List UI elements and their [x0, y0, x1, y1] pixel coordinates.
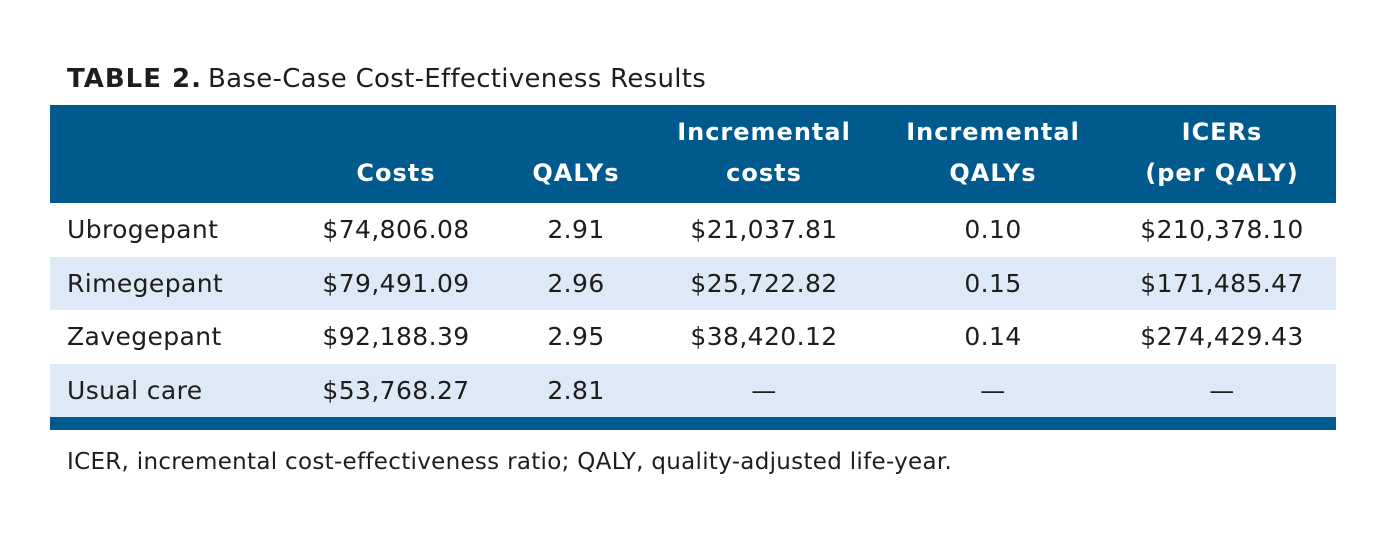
cell-qalys: 2.91	[547, 215, 605, 245]
cell-qalys: 2.95	[547, 322, 605, 352]
cell-icer: $274,429.43	[1140, 322, 1304, 352]
row-treatment-name: Rimegepant	[67, 268, 224, 298]
row-treatment-name: Ubrogepant	[67, 215, 219, 245]
cell-incremental-costs: $21,037.81	[690, 215, 838, 245]
header-line: ICERs	[1181, 118, 1263, 146]
header-qalys: QALYs	[502, 105, 650, 203]
table-header-row: Costs QALYs Incremental costs Incrementa…	[50, 105, 1336, 203]
header-line: Incremental	[906, 118, 1080, 146]
row-treatment-name: Usual care	[67, 375, 203, 405]
cell-incremental-costs: $38,420.12	[690, 322, 838, 352]
cell-icer: —	[1209, 375, 1235, 405]
header-line: QALYs	[532, 159, 620, 187]
header-line: Costs	[356, 159, 436, 187]
table-row: Zavegepant $92,188.39 2.95 $38,420.12 0.…	[50, 310, 1336, 364]
table-row: Usual care $53,768.27 2.81 — — —	[50, 363, 1336, 417]
header-incremental-costs: Incremental costs	[650, 105, 878, 203]
cell-qalys: 2.96	[547, 268, 605, 298]
table-bottom-rule	[50, 417, 1336, 430]
cell-incremental-costs: $25,722.82	[690, 268, 838, 298]
cell-incremental-costs: —	[751, 375, 777, 405]
table-footnote: ICER, incremental cost-effectiveness rat…	[67, 449, 953, 475]
header-line: costs	[726, 159, 802, 187]
cell-incremental-qalys: 0.14	[964, 322, 1022, 352]
header-icers: ICERs (per QALY)	[1108, 105, 1336, 203]
cell-qalys: 2.81	[547, 375, 605, 405]
header-treatment	[50, 105, 290, 203]
table-caption: TABLE 2. Base-Case Cost-Effectiveness Res…	[67, 62, 706, 96]
cell-incremental-qalys: 0.15	[964, 268, 1022, 298]
cell-costs: $92,188.39	[322, 322, 470, 352]
cost-effectiveness-table: Costs QALYs Incremental costs Incrementa…	[50, 105, 1336, 430]
table-row: Ubrogepant $74,806.08 2.91 $21,037.81 0.…	[50, 203, 1336, 257]
cell-costs: $74,806.08	[322, 215, 470, 245]
cell-costs: $79,491.09	[322, 268, 470, 298]
cell-icer: $210,378.10	[1140, 215, 1304, 245]
header-incremental-qalys: Incremental QALYs	[878, 105, 1108, 203]
cell-icer: $171,485.47	[1140, 268, 1304, 298]
table-number: TABLE 2.	[67, 64, 203, 94]
cell-costs: $53,768.27	[322, 375, 470, 405]
header-line: (per QALY)	[1145, 159, 1299, 187]
header-costs: Costs	[290, 105, 502, 203]
table-row: Rimegepant $79,491.09 2.96 $25,722.82 0.…	[50, 256, 1336, 310]
table-title: Base-Case Cost-Effectiveness Results	[208, 64, 707, 94]
cell-incremental-qalys: —	[980, 375, 1006, 405]
header-line: Incremental	[677, 118, 851, 146]
row-treatment-name: Zavegepant	[67, 322, 222, 352]
header-line: QALYs	[949, 159, 1037, 187]
cell-incremental-qalys: 0.10	[964, 215, 1022, 245]
